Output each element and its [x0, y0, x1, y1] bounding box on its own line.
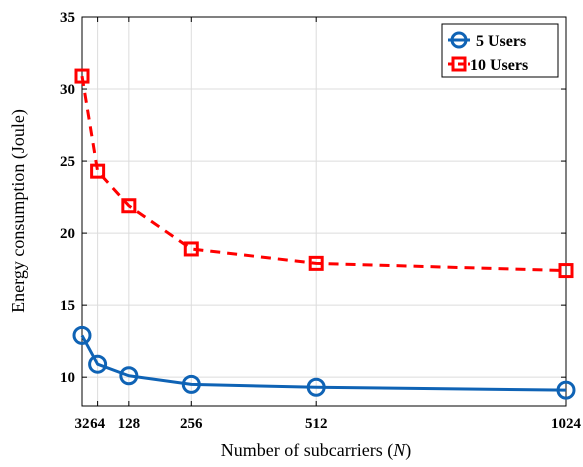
data-point-square [558, 263, 574, 279]
y-tick-label: 25 [60, 154, 75, 170]
legend: 5 Users 10 Users [441, 23, 559, 78]
x-tick-label: 64 [90, 416, 106, 432]
y-axis-label: Energy consumption (Joule) [8, 109, 29, 313]
data-point-circle [72, 325, 92, 345]
plot-frame [81, 16, 567, 407]
data-point-square [308, 255, 324, 271]
tick-labels: 10 15 20 25 30 35 32 64 128 256 512 1024 [60, 10, 582, 432]
x-tick-label: 256 [180, 416, 203, 432]
data-point-square [90, 163, 106, 179]
data-point-circle [306, 377, 326, 397]
y-tick-label: 20 [60, 226, 75, 242]
y-tick-label: 10 [60, 370, 75, 386]
data-point-circle [88, 354, 108, 374]
x-tick-label: 512 [305, 416, 328, 432]
x-tick-label: 32 [75, 416, 90, 432]
series-layer [72, 68, 576, 400]
legend-entry-5-users: 5 Users [448, 31, 526, 50]
y-tick-label: 15 [60, 298, 75, 314]
x-axis-label: Number of subcarriers (N) [221, 440, 411, 461]
plot-background [82, 17, 566, 406]
series-line-1 [80, 334, 567, 392]
legend-marker-circle-icon [450, 31, 468, 49]
data-point-circle [556, 380, 576, 400]
axes [81, 16, 567, 407]
data-point-square [121, 198, 137, 214]
data-point-circle [181, 374, 201, 394]
y-tick-label: 35 [60, 10, 75, 26]
x-tick-label: 1024 [551, 416, 582, 432]
data-point-square [183, 241, 199, 257]
legend-marker-square-icon [451, 56, 467, 72]
legend-label: 10 Users [470, 57, 528, 74]
legend-label: 5 Users [476, 33, 526, 50]
data-point-square [74, 68, 90, 84]
legend-entry-10-users: 10 Users [448, 56, 528, 74]
x-tick-label: 128 [118, 416, 141, 432]
data-point-circle [119, 366, 139, 386]
y-tick-label: 30 [60, 82, 75, 98]
